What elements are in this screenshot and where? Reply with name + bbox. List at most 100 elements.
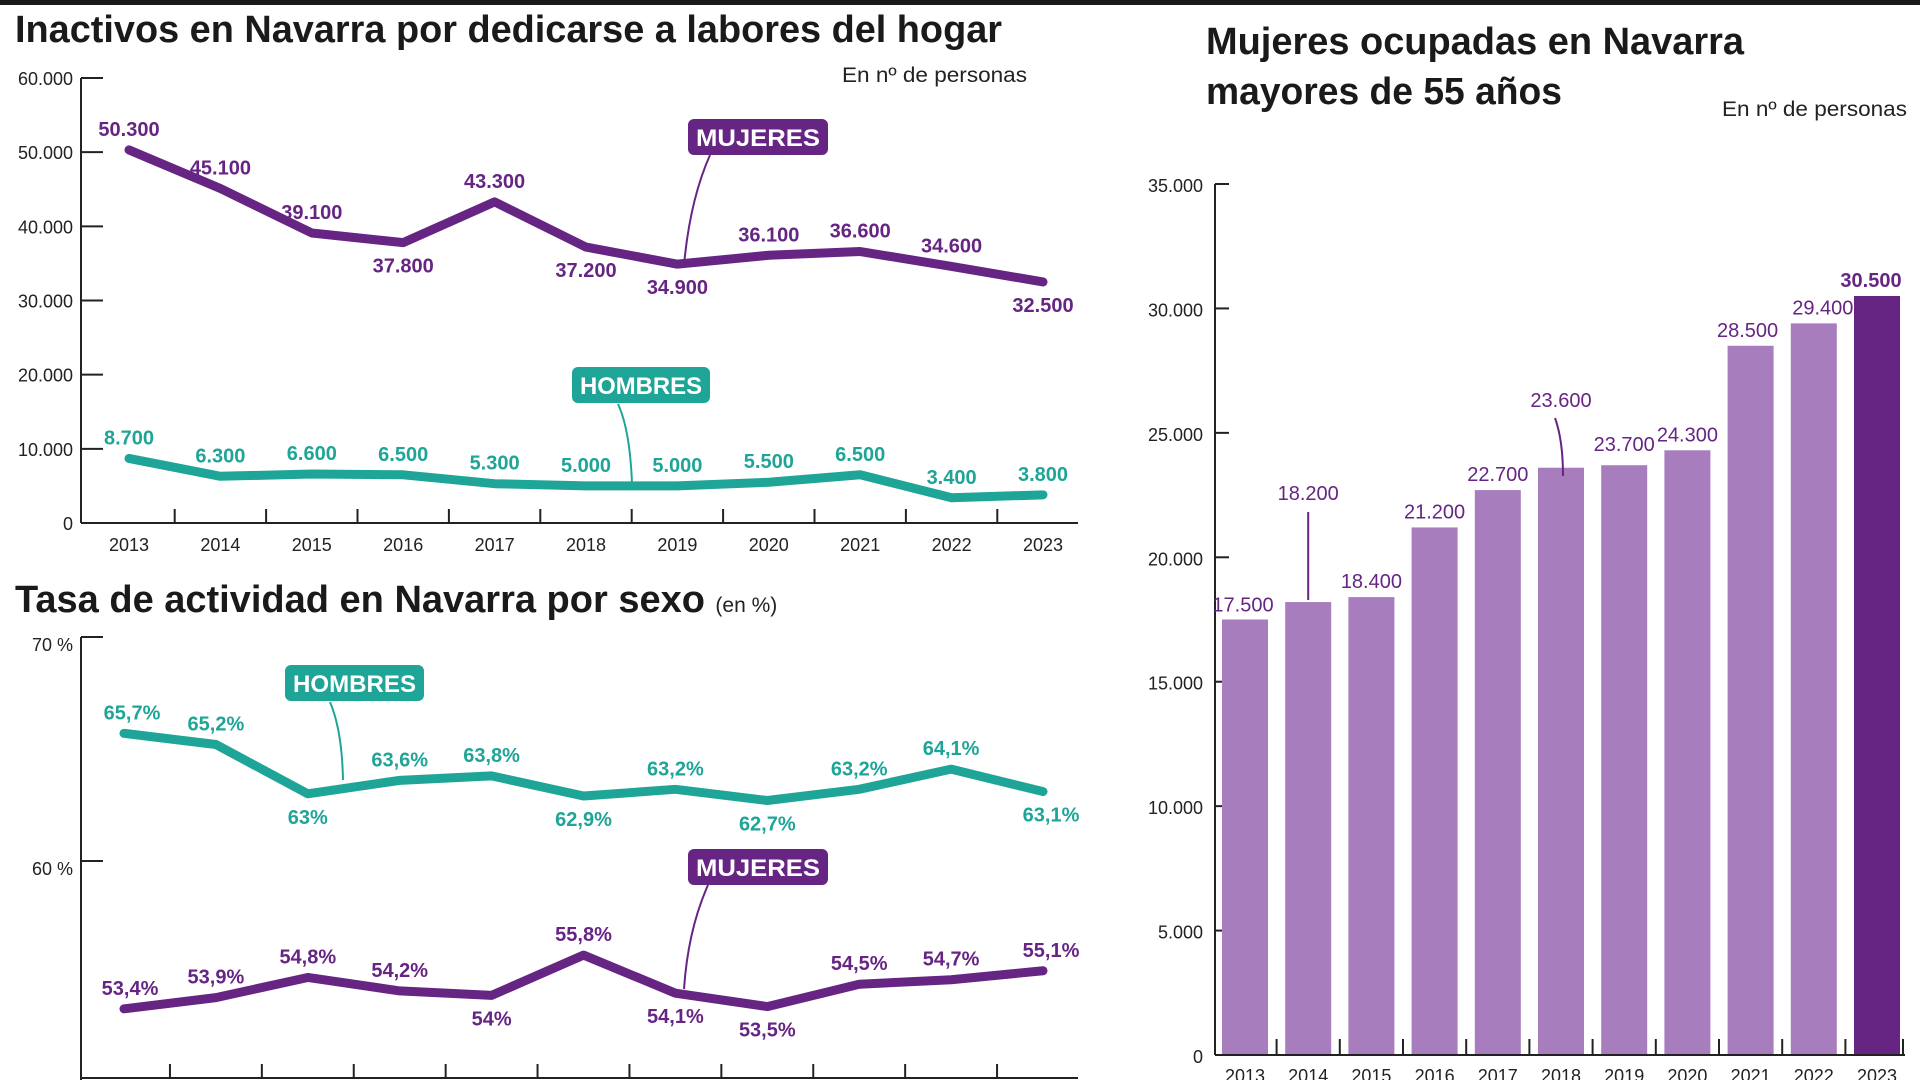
series-name-label: HOMBRES	[293, 671, 416, 698]
data-label: 34.600	[921, 235, 982, 257]
y-tick-label: 0	[1193, 1047, 1203, 1067]
chart-title: Inactivos en Navarra por dedicarse a lab…	[15, 9, 1002, 51]
data-label: 62,7%	[739, 814, 796, 836]
badge-leader-line	[617, 403, 633, 485]
data-label: 55,1%	[1023, 940, 1080, 962]
data-label: 5.500	[744, 451, 794, 473]
data-label: 45.100	[190, 158, 251, 180]
x-tick-label: 2023	[1857, 1066, 1897, 1080]
x-tick-label: 2017	[475, 535, 515, 555]
x-tick-label: 2016	[1415, 1066, 1455, 1080]
bar-2013	[1222, 619, 1268, 1055]
data-label: 65,2%	[188, 714, 245, 736]
data-label: 6.600	[287, 443, 337, 465]
data-label: 5.000	[652, 455, 702, 477]
data-label: 34.900	[647, 277, 708, 299]
series-name-label: MUJERES	[696, 855, 820, 882]
data-label: 37.200	[555, 260, 616, 282]
y-tick-label: 35.000	[1148, 176, 1203, 196]
x-tick-label: 2016	[383, 535, 423, 555]
y-tick-label: 70 %	[32, 635, 73, 655]
bar-2016	[1411, 527, 1458, 1055]
x-tick-label: 2017	[1478, 1066, 1518, 1080]
bar-value-label: 17.500	[1212, 595, 1273, 617]
y-tick-label: 0	[63, 514, 73, 534]
y-tick-label: 10.000	[1148, 798, 1203, 818]
label-leader-line	[1554, 417, 1564, 477]
data-label: 5.000	[561, 455, 611, 477]
data-label: 54,1%	[647, 1006, 704, 1028]
data-label: 8.700	[104, 427, 154, 449]
data-label: 32.500	[1012, 295, 1073, 317]
data-label: 63,2%	[647, 758, 704, 780]
chart-tasa-actividad: Tasa de actividad en Navarra por sexo (e…	[15, 579, 1080, 1080]
bar-value-label: 21.200	[1404, 501, 1465, 523]
x-tick-label: 2021	[1731, 1066, 1771, 1080]
chart-title: Tasa de actividad en Navarra por sexo (e…	[15, 579, 777, 621]
x-tick-label: 2015	[292, 535, 332, 555]
y-tick-label: 20.000	[1148, 549, 1203, 569]
data-label: 53,9%	[188, 967, 245, 989]
series-badge-mujeres	[688, 119, 828, 155]
series-name-label: MUJERES	[696, 125, 820, 152]
badge-leader-line	[683, 154, 711, 266]
chart-title-main: Tasa de actividad en Navarra por sexo	[15, 579, 705, 621]
y-tick-label: 40.000	[18, 217, 73, 237]
bar-2022	[1790, 323, 1837, 1055]
series-badge-hombres	[285, 665, 424, 701]
data-label: 39.100	[281, 202, 342, 224]
data-label: 53,5%	[739, 1020, 796, 1042]
y-tick-label: 15.000	[1148, 674, 1203, 694]
x-tick-label: 2015	[1351, 1066, 1391, 1080]
y-tick-label: 10.000	[18, 440, 73, 460]
y-tick-label: 60 %	[32, 859, 73, 879]
series-line-hombres	[124, 453, 1048, 503]
data-label: 63,6%	[371, 749, 428, 771]
data-label: 6.500	[835, 444, 885, 466]
x-tick-label: 2023	[1023, 535, 1063, 555]
y-tick-label: 30.000	[1148, 300, 1203, 320]
data-label: 54,8%	[279, 946, 336, 968]
bar-2018	[1538, 467, 1584, 1055]
chart-mujeres-ocupadas: Mujeres ocupadas en Navarra mayores de 5…	[1148, 21, 1907, 1080]
y-tick-label: 20.000	[18, 366, 73, 386]
x-tick-label: 2022	[932, 535, 972, 555]
bar-value-label: 30.500	[1840, 270, 1901, 292]
series-name-label: HOMBRES	[580, 373, 702, 400]
x-tick-label: 2014	[1288, 1066, 1328, 1080]
bar-value-label: 28.500	[1717, 320, 1778, 342]
y-tick-label: 50.000	[18, 143, 73, 163]
bar-value-label: 18.400	[1341, 571, 1402, 593]
bar-value-label: 22.700	[1467, 464, 1528, 486]
chart-inactivos: Inactivos en Navarra por dedicarse a lab…	[15, 9, 1078, 555]
y-tick-label: 25.000	[1148, 425, 1203, 445]
chart-title-line-2: mayores de 55 años	[1206, 71, 1562, 113]
bar-value-label: 23.600	[1530, 390, 1591, 412]
data-label: 3.800	[1018, 464, 1068, 486]
data-label: 63,2%	[831, 758, 888, 780]
data-label: 6.300	[195, 445, 245, 467]
data-label: 43.300	[464, 171, 525, 193]
x-tick-label: 2021	[840, 535, 880, 555]
data-label: 54,7%	[923, 949, 980, 971]
series-badge-hombres	[572, 367, 710, 403]
badge-leader-line	[683, 884, 709, 990]
data-label: 36.600	[830, 221, 891, 243]
x-tick-label: 2013	[1225, 1066, 1265, 1080]
data-label: 36.100	[738, 224, 799, 246]
bar-value-label: 24.300	[1657, 424, 1718, 446]
unit-note: En nº de personas	[842, 64, 1027, 87]
data-label: 53,4%	[102, 978, 159, 1000]
data-label: 65,7%	[104, 702, 161, 724]
data-label: 37.800	[373, 256, 434, 278]
bar-2015	[1348, 597, 1395, 1055]
x-tick-label: 2018	[1541, 1066, 1581, 1080]
x-tick-label: 2013	[109, 535, 149, 555]
y-tick-label: 5.000	[1158, 923, 1203, 943]
y-tick-label: 60.000	[18, 69, 73, 89]
data-label: 62,9%	[555, 809, 612, 831]
data-label: 5.300	[470, 453, 520, 475]
x-tick-label: 2018	[566, 535, 606, 555]
bar-2017	[1474, 490, 1521, 1055]
